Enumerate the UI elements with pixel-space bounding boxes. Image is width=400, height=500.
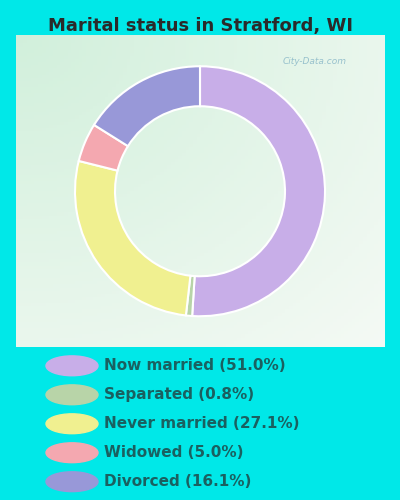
Text: Divorced (16.1%): Divorced (16.1%): [104, 474, 251, 489]
Circle shape: [46, 443, 98, 462]
Text: Widowed (5.0%): Widowed (5.0%): [104, 445, 244, 460]
Circle shape: [46, 414, 98, 434]
Wedge shape: [94, 66, 200, 146]
Text: City-Data.com: City-Data.com: [283, 57, 347, 66]
Circle shape: [46, 356, 98, 376]
Text: Marital status in Stratford, WI: Marital status in Stratford, WI: [48, 18, 352, 36]
Wedge shape: [186, 276, 195, 316]
Circle shape: [46, 385, 98, 404]
Wedge shape: [192, 66, 325, 316]
Circle shape: [46, 472, 98, 492]
Text: Now married (51.0%): Now married (51.0%): [104, 358, 286, 374]
Wedge shape: [75, 161, 190, 316]
Text: Never married (27.1%): Never married (27.1%): [104, 416, 300, 431]
Text: Separated (0.8%): Separated (0.8%): [104, 388, 254, 402]
Wedge shape: [79, 125, 128, 170]
